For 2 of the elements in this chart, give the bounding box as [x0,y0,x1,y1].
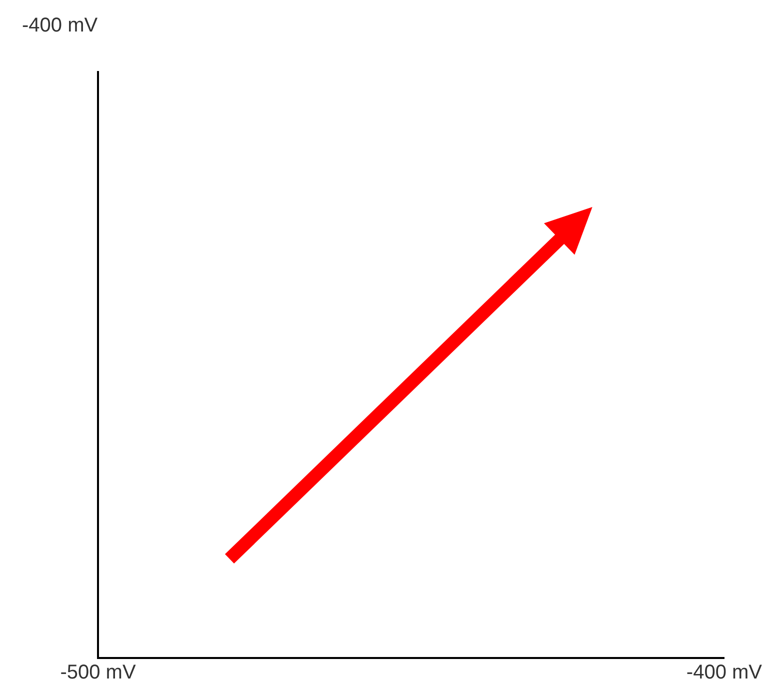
x-tick-label: -500 mV [60,662,136,684]
text: -400 mV [22,14,98,37]
